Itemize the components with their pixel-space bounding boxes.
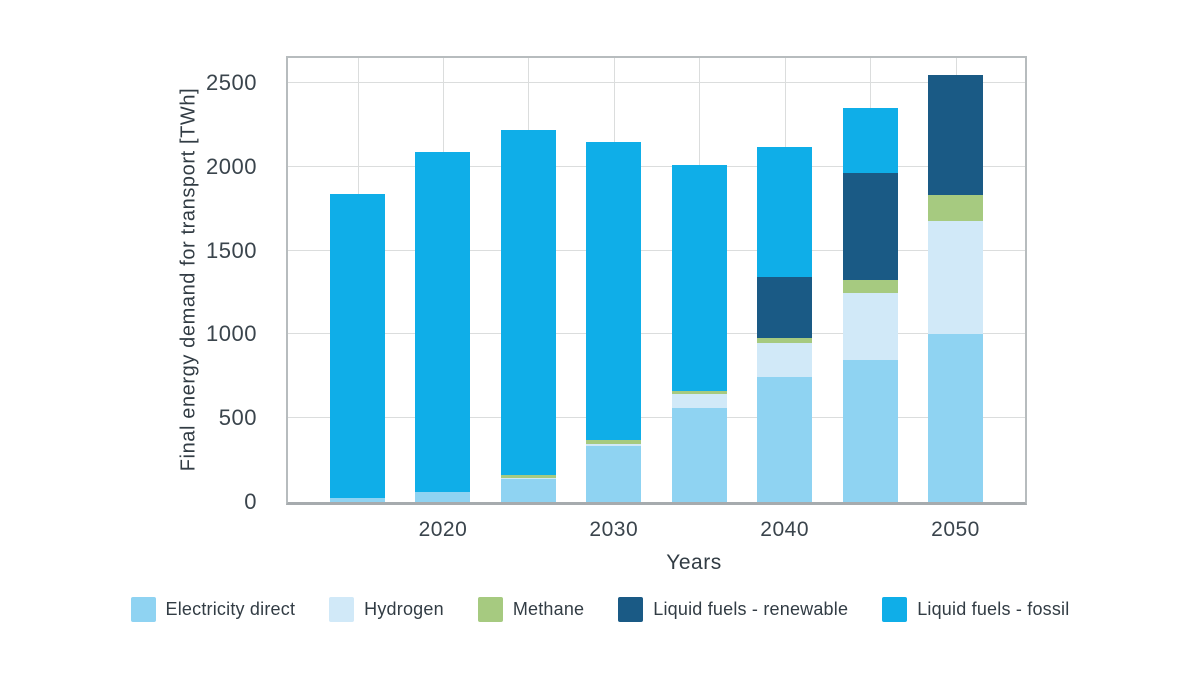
- legend-label: Hydrogen: [364, 599, 444, 619]
- bar-2025: [500, 58, 556, 502]
- bar-segment: [842, 292, 898, 361]
- bar-segment: [415, 491, 471, 502]
- y-gridline: [288, 165, 1025, 167]
- bar-segment: [757, 342, 813, 378]
- bar-segment: [586, 141, 642, 441]
- bar-segment: [928, 221, 983, 335]
- y-tick-label: 1000: [206, 321, 257, 347]
- legend-swatch: [329, 597, 355, 622]
- y-tick-label: 2500: [206, 70, 257, 96]
- bar-segment: [928, 74, 983, 195]
- bar-segment: [842, 280, 898, 293]
- y-tick-label: 500: [218, 405, 257, 431]
- y-tick-label: 1500: [206, 237, 257, 263]
- legend-swatch: [130, 597, 156, 622]
- bar-segment: [500, 475, 556, 478]
- y-axis-title: Final energy demand for transport [TWh]: [177, 87, 200, 472]
- bar-2020: [415, 58, 471, 502]
- bar-segment: [500, 477, 556, 479]
- bar-segment: [757, 377, 813, 502]
- legend-item: Liquid fuels - renewable: [618, 597, 848, 622]
- bar-segment: [330, 497, 385, 502]
- bar-segment: [671, 165, 727, 391]
- bar-segment: [671, 393, 727, 409]
- bar-segment: [757, 146, 813, 277]
- y-gridline: [288, 417, 1025, 419]
- legend-item: Hydrogen: [329, 597, 444, 622]
- x-axis-title: Years: [666, 551, 722, 574]
- legend-swatch: [477, 597, 503, 622]
- bar-segment: [671, 390, 727, 394]
- legend-item: Liquid fuels - fossil: [882, 597, 1069, 622]
- bar-2050: [928, 58, 983, 502]
- y-gridline: [288, 249, 1025, 251]
- x-tick-label: 2030: [589, 518, 639, 541]
- plot-area: [286, 56, 1027, 505]
- bar-segment: [586, 440, 642, 445]
- bar-segment: [415, 151, 471, 492]
- legend-swatch: [882, 597, 908, 622]
- x-tick-label: 2020: [418, 518, 468, 541]
- bar-2040: [757, 58, 813, 502]
- legend-label: Liquid fuels - renewable: [653, 599, 849, 619]
- bar-segment: [500, 130, 556, 476]
- legend-label: Electricity direct: [165, 599, 296, 619]
- bar-2035: [671, 58, 727, 502]
- bar-segment: [842, 108, 898, 173]
- legend-swatch: [618, 597, 644, 622]
- bar-segment: [842, 172, 898, 281]
- y-gridline: [288, 82, 1025, 84]
- bar-segment: [671, 408, 727, 502]
- bar-segment: [928, 194, 983, 222]
- legend-item: Electricity direct: [130, 597, 296, 622]
- y-tick-label: 2000: [206, 153, 257, 179]
- legend-label: Liquid fuels - fossil: [917, 599, 1070, 619]
- bar-segment: [928, 334, 983, 502]
- legend-label: Methane: [512, 599, 585, 619]
- bar-2030: [586, 58, 642, 502]
- bar-segment: [757, 337, 813, 343]
- bar-2045: [842, 58, 898, 502]
- bar-segment: [330, 193, 385, 498]
- bar-segment: [586, 445, 642, 502]
- y-gridline: [288, 333, 1025, 335]
- legend: Electricity direct Hydrogen Methane Liquid …: [0, 597, 1200, 622]
- bar-2015: [330, 58, 385, 502]
- bar-segment: [757, 276, 813, 338]
- bar-segment: [500, 478, 556, 502]
- bar-segment: [586, 444, 642, 446]
- x-tick-label: 2040: [760, 518, 809, 541]
- legend-item: Methane: [477, 597, 585, 622]
- x-tick-label: 2050: [931, 518, 980, 541]
- bar-segment: [842, 360, 898, 502]
- y-tick-label: 0: [244, 489, 257, 514]
